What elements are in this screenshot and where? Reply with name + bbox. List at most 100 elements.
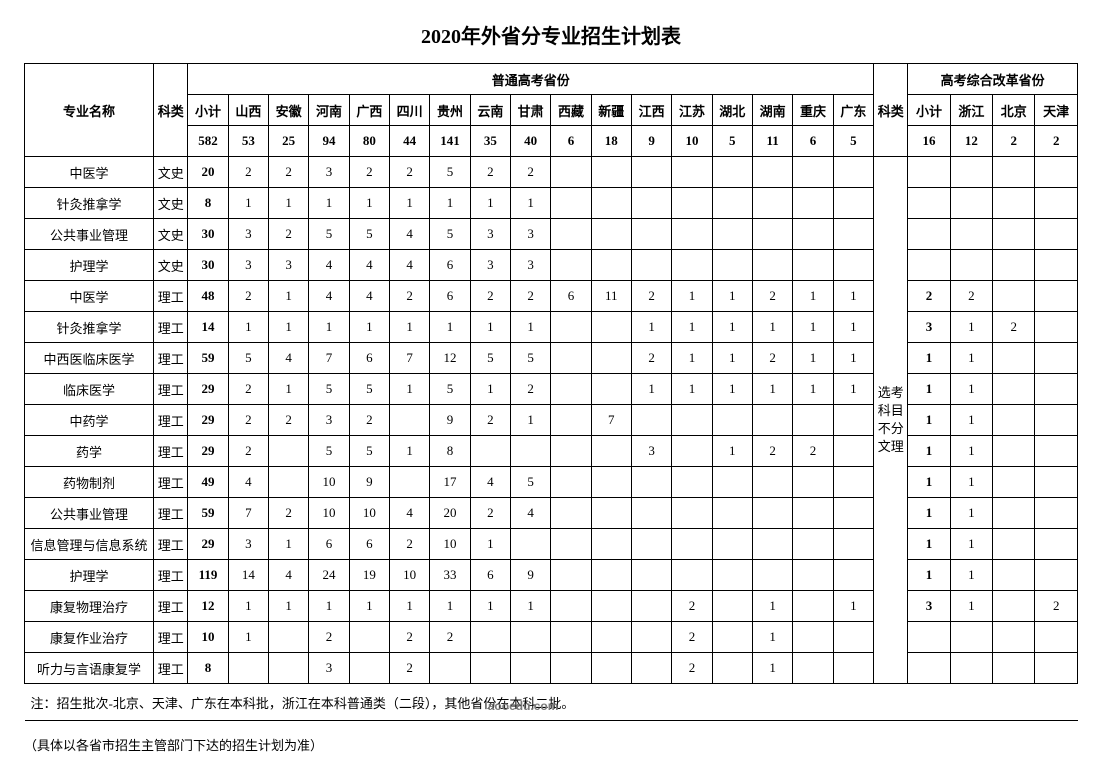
col-prov-0: 小计: [188, 95, 228, 126]
cell-value: 1: [510, 188, 550, 219]
cell-value: 2: [752, 436, 792, 467]
cell-reform: [950, 622, 992, 653]
cell-value: 5: [309, 219, 349, 250]
table-body: 中医学文史2022322522选考科目不分文理针灸推拿学文史811111111公…: [25, 157, 1078, 684]
cell-value: [349, 653, 389, 684]
cell-subject: 理工: [154, 343, 188, 374]
cell-value: [551, 250, 591, 281]
cell-reform: [1035, 374, 1078, 405]
cell-reform: 2: [950, 281, 992, 312]
cell-value: 1: [752, 653, 792, 684]
cell-value: 1: [672, 312, 712, 343]
note-row: 注：招生批次-北京、天津、广东在本科批，浙江在本科普通类（二段），其他省份在本科…: [25, 684, 1078, 721]
cell-value: 17: [430, 467, 470, 498]
cell-value: [752, 467, 792, 498]
cell-value: 3: [309, 405, 349, 436]
total-prov-2: 25: [269, 126, 309, 157]
cell-subject: 文史: [154, 188, 188, 219]
cell-value: 3: [309, 653, 349, 684]
cell-major: 中药学: [25, 405, 154, 436]
cell-value: 1: [510, 312, 550, 343]
cell-value: 6: [349, 529, 389, 560]
cell-value: 14: [228, 560, 268, 591]
cell-value: [591, 467, 631, 498]
cell-reform: [993, 529, 1035, 560]
total-prov-9: 6: [551, 126, 591, 157]
cell-reform: [993, 436, 1035, 467]
cell-value: 1: [269, 374, 309, 405]
cell-value: 1: [833, 281, 873, 312]
cell-value: 1: [672, 374, 712, 405]
cell-value: 2: [228, 436, 268, 467]
cell-reform: [1035, 498, 1078, 529]
cell-value: 1: [833, 591, 873, 622]
cell-reform: [908, 622, 950, 653]
cell-value: [551, 343, 591, 374]
cell-value: 20: [430, 498, 470, 529]
cell-value: 1: [390, 188, 430, 219]
cell-value: 1: [752, 312, 792, 343]
cell-value: [430, 653, 470, 684]
cell-value: 1: [349, 312, 389, 343]
cell-value: 10: [390, 560, 430, 591]
cell-value: 1: [269, 591, 309, 622]
cell-value: [833, 188, 873, 219]
cell-value: 1: [269, 529, 309, 560]
cell-value: 29: [188, 436, 228, 467]
col-reform-0: 小计: [908, 95, 950, 126]
total-prov-15: 6: [793, 126, 833, 157]
cell-value: [591, 498, 631, 529]
cell-value: [551, 405, 591, 436]
cell-value: 3: [470, 219, 510, 250]
cell-reform: 2: [993, 312, 1035, 343]
cell-value: 4: [390, 498, 430, 529]
cell-value: [631, 250, 671, 281]
table-row: 康复物理治疗理工1211111111211312: [25, 591, 1078, 622]
cell-value: 1: [430, 591, 470, 622]
cell-value: 1: [752, 591, 792, 622]
cell-reform: [1035, 529, 1078, 560]
cell-value: 2: [390, 281, 430, 312]
cell-subject: 理工: [154, 405, 188, 436]
cell-reform: [993, 653, 1035, 684]
table-row: 临床医学理工292155151211111111: [25, 374, 1078, 405]
total-prov-11: 9: [631, 126, 671, 157]
cell-value: [551, 622, 591, 653]
cell-reform: [1035, 436, 1078, 467]
table-row: 公共事业管理理工597210104202411: [25, 498, 1078, 529]
cell-value: [672, 560, 712, 591]
cell-major: 中西医临床医学: [25, 343, 154, 374]
cell-value: [631, 188, 671, 219]
cell-value: 4: [349, 281, 389, 312]
cell-value: 1: [510, 591, 550, 622]
cell-reform: [1035, 188, 1078, 219]
cell-major: 护理学: [25, 250, 154, 281]
cell-value: 2: [228, 281, 268, 312]
col-prov-10: 新疆: [591, 95, 631, 126]
col-prov-2: 安徽: [269, 95, 309, 126]
cell-reform: [1035, 560, 1078, 591]
cell-value: 2: [269, 405, 309, 436]
cell-reform: [1035, 250, 1078, 281]
cell-reform: 1: [908, 374, 950, 405]
cell-value: 2: [470, 498, 510, 529]
cell-value: 1: [470, 591, 510, 622]
cell-value: 2: [349, 157, 389, 188]
cell-value: 2: [390, 529, 430, 560]
cell-value: [752, 219, 792, 250]
cell-value: 1: [390, 436, 430, 467]
cell-value: 20: [188, 157, 228, 188]
cell-reform: [1035, 157, 1078, 188]
cell-value: [793, 653, 833, 684]
cell-reform: [1035, 281, 1078, 312]
cell-reform: 1: [908, 467, 950, 498]
total-prov-13: 5: [712, 126, 752, 157]
cell-value: 2: [349, 405, 389, 436]
total-prov-1: 53: [228, 126, 268, 157]
cell-value: 1: [470, 312, 510, 343]
col-subject: 科类: [154, 64, 188, 157]
cell-value: 48: [188, 281, 228, 312]
cell-value: 5: [349, 374, 389, 405]
col-prov-6: 贵州: [430, 95, 470, 126]
cell-value: [551, 312, 591, 343]
